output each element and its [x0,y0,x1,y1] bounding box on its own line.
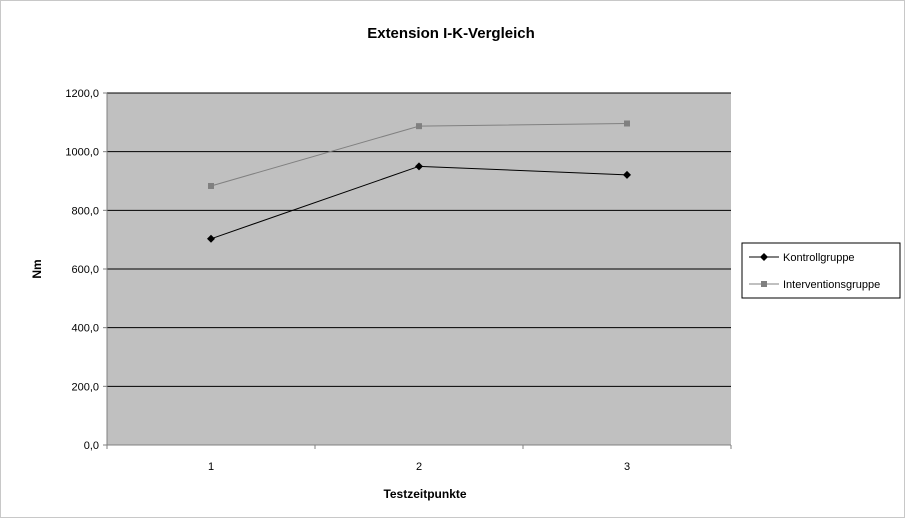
data-point-interventionsgruppe [208,182,214,189]
y-axis-ticks: 0,0 200,0 400,0 600,0 800,0 1000,0 1200,0 [65,88,107,452]
chart-title: Extension I-K-Vergleich [367,25,535,42]
series-interventionsgruppe [208,120,630,189]
data-point-interventionsgruppe [416,123,422,130]
y-tick-label: 0,0 [84,440,99,452]
x-tick-label: 2 [416,461,422,473]
legend: Kontrollgruppe Interventionsgruppe [741,242,901,299]
y-tick-label: 200,0 [71,381,99,393]
legend-label-interventionsgruppe: Interventionsgruppe [783,279,880,291]
y-axis-title: Nm [30,259,44,278]
y-tick-label: 1200,0 [65,88,99,100]
x-tick-label: 3 [624,461,630,473]
data-point-kontrollgruppe [207,234,215,243]
legend-box [741,242,901,299]
y-tick-label: 800,0 [71,205,99,217]
y-tick-label: 600,0 [71,264,99,276]
x-axis-ticks: 1 2 3 [106,445,732,473]
x-tick-label: 1 [208,461,214,473]
data-point-kontrollgruppe [623,170,631,179]
series-layer [207,120,631,243]
legend-marker-interventionsgruppe [761,281,767,287]
x-axis-title: Testzeitpunkte [383,487,466,501]
data-point-interventionsgruppe [624,120,630,127]
grid-lines [107,92,731,387]
legend-label-kontrollgruppe: Kontrollgruppe [783,252,855,264]
y-tick-label: 400,0 [71,323,99,335]
series-kontrollgruppe [207,162,631,243]
legend-marker-kontrollgruppe [760,253,768,261]
y-tick-label: 1000,0 [65,147,99,159]
data-point-kontrollgruppe [415,162,423,171]
